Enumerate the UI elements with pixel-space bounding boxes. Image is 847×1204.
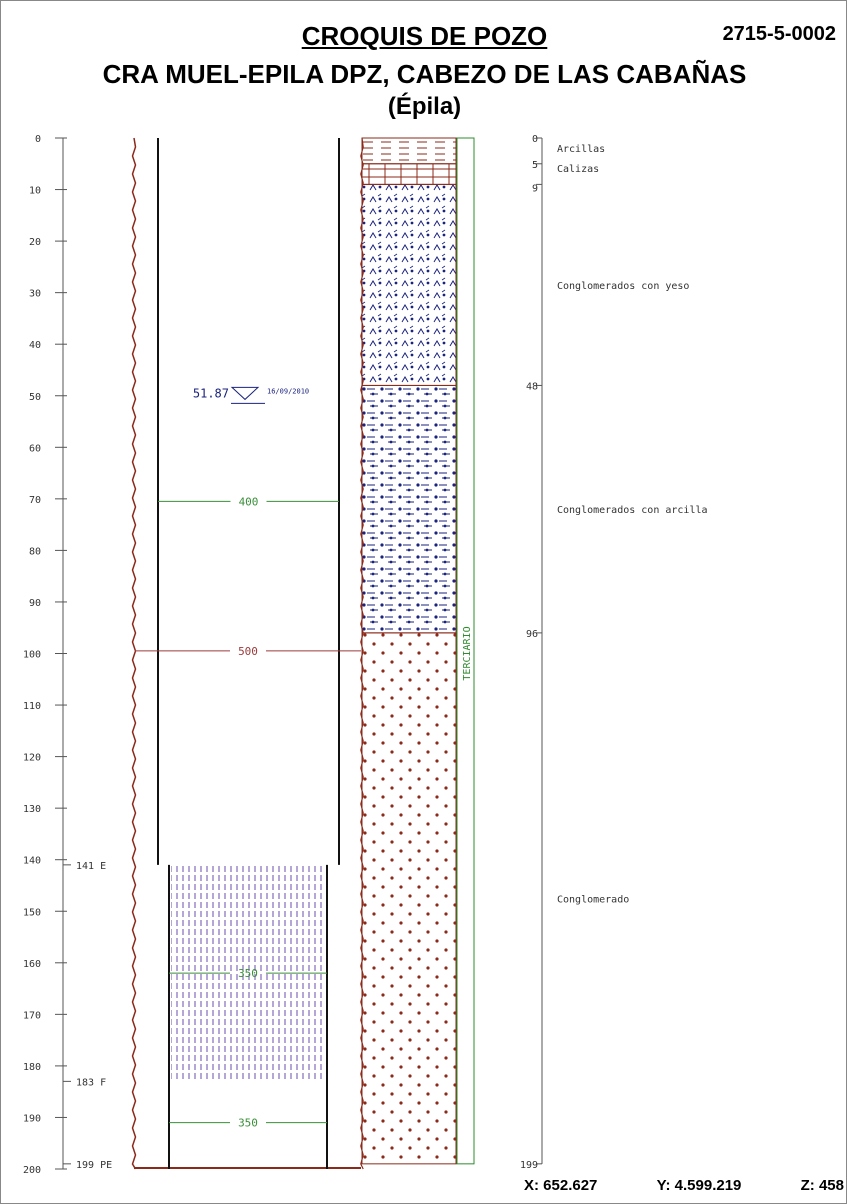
lithology-column: TERCIARIO <box>360 137 475 1170</box>
well-name: CRA MUEL-EPILA DPZ, CABEZO DE LAS CABAÑA… <box>102 59 747 89</box>
water-level-value: 51.87 <box>193 386 229 400</box>
depth-tick-label: 80 <box>29 546 41 557</box>
depth-tick-label: 50 <box>29 392 41 403</box>
depth-tick-label: 90 <box>29 598 41 609</box>
depth-tick-label: 160 <box>23 959 41 970</box>
depth-tick-label: 140 <box>23 856 41 867</box>
diameter-label: 400 <box>239 495 259 508</box>
total-depth-label: 199 <box>520 1160 538 1171</box>
depth-tick-label: 190 <box>23 1113 41 1124</box>
construction-marker-label: 199 PE <box>76 1160 112 1171</box>
lithology-name: Conglomerados con yeso <box>557 281 689 292</box>
diameter-label: 350 <box>238 967 258 980</box>
lithology-name: Arcillas <box>557 144 605 155</box>
depth-tick-label: 200 <box>23 1165 41 1176</box>
depth-tick-label: 60 <box>29 443 41 454</box>
page-title: CROQUIS DE POZO <box>301 21 548 51</box>
lithology-name: Conglomerados con arcilla <box>557 505 708 516</box>
construction-marker-label: 141 E <box>76 861 106 872</box>
lithology-top-label: 48 <box>526 381 538 392</box>
age-label: TERCIARIO <box>462 626 473 680</box>
coord-z: Z: 458 <box>800 1177 844 1194</box>
coord-x: X: 652.627 <box>524 1177 598 1194</box>
lithology-top-label: 96 <box>526 629 538 640</box>
well-location: (Épila) <box>387 93 462 120</box>
lithology-top-label: 0 <box>532 134 538 145</box>
borehole-wall-left <box>131 137 137 1170</box>
depth-tick-label: 100 <box>23 650 41 661</box>
well-code: 2715-5-0002 <box>722 23 836 45</box>
diameter-label: 350 <box>238 1117 258 1130</box>
lithology-name: Calizas <box>557 164 599 175</box>
diameter-label: 500 <box>238 645 258 658</box>
well-construction: 400 500 350 350 51.87 16/09/2010 <box>131 137 361 1170</box>
water-level-date: 16/09/2010 <box>267 387 309 395</box>
depth-tick-label: 30 <box>29 289 41 300</box>
lithology-layer <box>361 632 457 1165</box>
depth-tick-label: 120 <box>23 753 41 764</box>
lithology-legend: 0 Arcillas 5 Calizas 9 Conglomerados con yeso… <box>520 134 708 1171</box>
lithology-layer <box>361 183 457 386</box>
lithology-border-left <box>360 137 364 1170</box>
depth-tick-label: 180 <box>23 1062 41 1073</box>
depth-tick-label: 20 <box>29 237 41 248</box>
depth-tick-label: 150 <box>23 907 41 918</box>
depth-tick-label: 0 <box>35 134 41 145</box>
lithology-top-label: 9 <box>532 183 538 194</box>
lithology-name: Conglomerado <box>557 894 629 905</box>
coordinates: X: 652.627 Y: 4.599.219 Z: 458 <box>524 1177 844 1194</box>
depth-tick-label: 170 <box>23 1010 41 1021</box>
depth-tick-label: 40 <box>29 340 41 351</box>
construction-marker-label: 183 F <box>76 1077 106 1088</box>
lithology-layer <box>361 163 457 185</box>
water-level-icon <box>230 386 260 401</box>
lithology-top-label: 5 <box>532 160 538 171</box>
lithology-layer <box>361 384 457 634</box>
lithology-layer <box>361 137 457 165</box>
depth-tick-label: 110 <box>23 701 41 712</box>
coord-y: Y: 4.599.219 <box>656 1177 742 1194</box>
depth-tick-label: 130 <box>23 804 41 815</box>
age-bracket <box>456 137 475 1165</box>
depth-tick-label: 10 <box>29 186 41 197</box>
depth-axis: 0 10 20 30 40 50 60 70 80 90 100 110 120 130 140 150 160… <box>23 134 112 1176</box>
depth-tick-label: 70 <box>29 495 41 506</box>
